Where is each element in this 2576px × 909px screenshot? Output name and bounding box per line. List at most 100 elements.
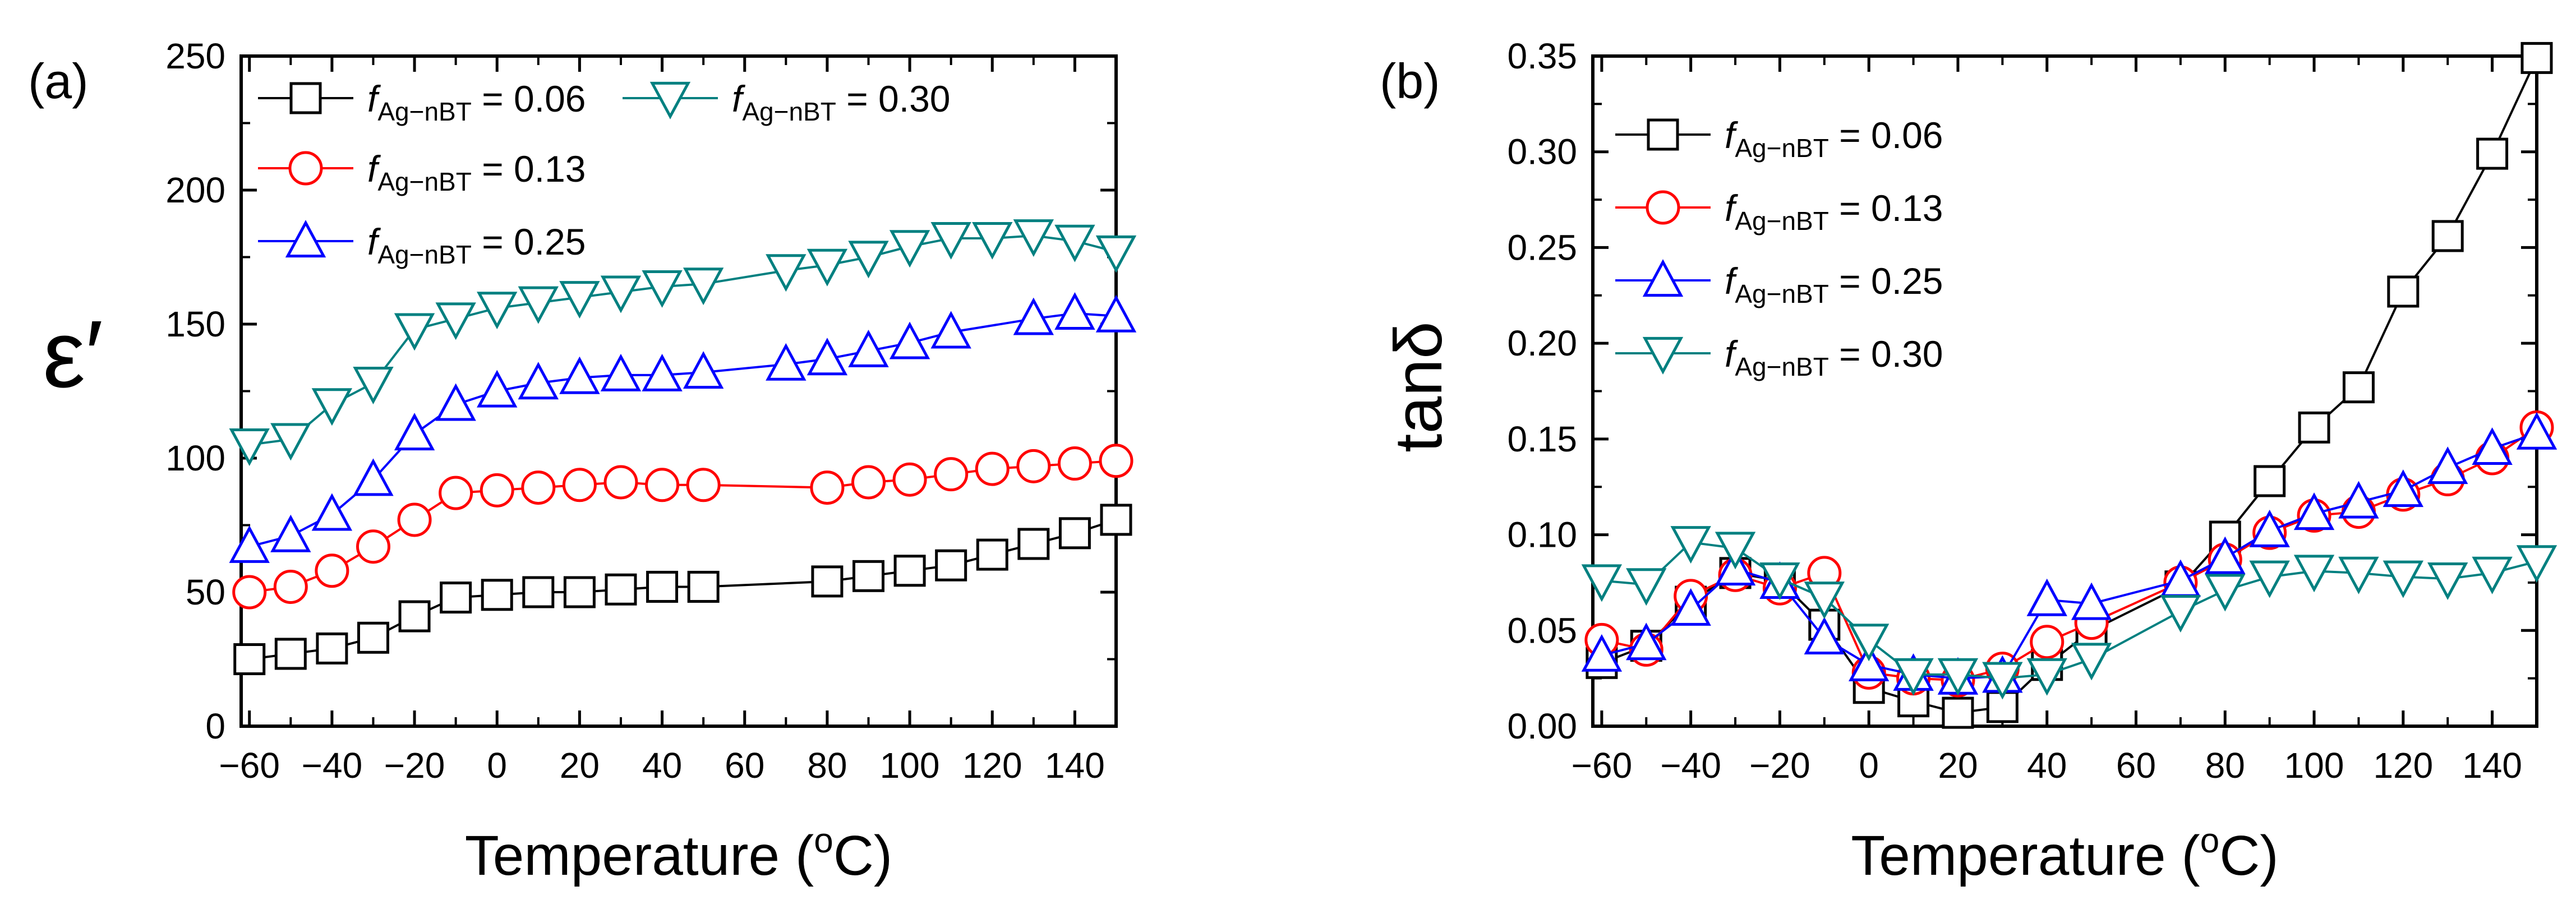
data-point xyxy=(1058,517,1091,550)
data-point xyxy=(646,570,679,603)
y-tick-label: 200 xyxy=(165,170,225,210)
data-point xyxy=(848,241,889,279)
data-point xyxy=(2338,481,2379,519)
y-tick-label: 100 xyxy=(165,438,225,478)
data-point xyxy=(273,569,308,604)
data-point xyxy=(810,470,845,505)
series-0 xyxy=(233,504,1132,675)
legend-entry: fAg−nBT = 0.13 xyxy=(258,148,586,196)
panel-label: (b) xyxy=(1380,53,1440,109)
data-point xyxy=(1893,658,1934,696)
data-point xyxy=(1937,658,1979,696)
data-point xyxy=(2026,578,2067,616)
y-tick-label: 0.25 xyxy=(1507,227,1577,267)
legend-marker xyxy=(289,82,322,114)
data-point xyxy=(605,573,637,606)
legend-entry: fAg−nBT = 0.30 xyxy=(1615,333,1943,381)
data-point xyxy=(559,356,600,394)
data-point xyxy=(233,643,266,675)
data-point xyxy=(892,462,927,497)
y-axis-label: tanδ xyxy=(1381,321,1456,453)
data-point xyxy=(229,525,270,563)
x-axis-label: Temperature (oC) xyxy=(1851,822,2278,887)
data-point xyxy=(2383,469,2424,507)
data-point xyxy=(2387,275,2420,308)
x-tick-label: 40 xyxy=(2027,745,2067,786)
data-point xyxy=(935,549,967,582)
data-point xyxy=(1013,297,1054,335)
data-point xyxy=(2516,412,2557,450)
data-point xyxy=(893,555,926,587)
data-point xyxy=(440,582,472,614)
data-point xyxy=(766,343,807,381)
data-point xyxy=(1849,624,1890,662)
data-point xyxy=(1581,634,1623,672)
data-point xyxy=(562,468,597,502)
data-point xyxy=(274,638,307,670)
data-point xyxy=(229,428,270,466)
data-point xyxy=(311,493,353,531)
data-point xyxy=(2205,536,2246,574)
legend-label: fAg−nBT = 0.06 xyxy=(367,78,586,126)
x-tick-label: 80 xyxy=(807,745,847,786)
x-tick-label: −20 xyxy=(384,745,445,786)
data-point xyxy=(2427,562,2468,600)
data-point xyxy=(394,313,435,351)
y-tick-label: 0.10 xyxy=(1507,515,1577,555)
data-point xyxy=(563,576,596,608)
data-point xyxy=(683,351,724,389)
x-tick-label: 140 xyxy=(1045,745,1105,786)
y-tick-label: 50 xyxy=(186,572,225,612)
x-tick-label: 0 xyxy=(1859,745,1879,786)
data-point xyxy=(435,302,476,340)
data-point xyxy=(2516,545,2557,583)
data-point xyxy=(2026,658,2067,696)
legend-entry: fAg−nBT = 0.25 xyxy=(258,220,586,269)
data-point xyxy=(522,576,555,608)
data-point xyxy=(1982,662,2023,700)
x-tick-label: 60 xyxy=(725,745,764,786)
data-point xyxy=(2030,625,2065,659)
data-point xyxy=(518,286,559,324)
data-point xyxy=(1016,449,1051,483)
x-axis-label: Temperature (oC) xyxy=(465,822,892,887)
data-point xyxy=(2249,560,2290,598)
data-point xyxy=(603,465,638,500)
x-tick-label: −60 xyxy=(1572,745,1633,786)
data-point xyxy=(2342,371,2375,404)
legend-label: fAg−nBT = 0.06 xyxy=(1725,114,1943,163)
x-tick-label: −40 xyxy=(1660,745,1721,786)
data-point xyxy=(232,575,267,610)
data-point xyxy=(2293,555,2335,593)
data-point xyxy=(2431,220,2464,252)
data-point xyxy=(2338,556,2379,594)
data-point xyxy=(807,338,848,376)
y-tick-label: 0.20 xyxy=(1507,323,1577,363)
data-point xyxy=(811,565,844,598)
panel-label: (a) xyxy=(28,53,89,109)
y-axis-label: ε′ xyxy=(43,301,103,408)
data-point xyxy=(766,254,807,292)
data-point xyxy=(480,473,514,507)
data-point xyxy=(687,570,720,603)
data-point xyxy=(642,270,683,308)
data-point xyxy=(600,353,642,391)
data-point xyxy=(353,458,394,496)
data-point xyxy=(2205,574,2246,612)
x-tick-label: −40 xyxy=(302,745,363,786)
x-tick-label: −60 xyxy=(219,745,280,786)
y-tick-label: 0 xyxy=(205,706,225,746)
series-1 xyxy=(232,444,1133,610)
data-point xyxy=(930,311,971,349)
x-tick-label: 0 xyxy=(487,745,507,786)
series-2 xyxy=(229,292,1137,563)
y-tick-label: 250 xyxy=(165,36,225,76)
data-point xyxy=(2254,465,2286,497)
data-point xyxy=(315,553,349,588)
data-point xyxy=(1670,526,1711,564)
legend-marker xyxy=(1642,259,1684,297)
legend-marker xyxy=(1642,336,1684,375)
x-tick-label: 100 xyxy=(880,745,940,786)
y-tick-label: 0.30 xyxy=(1507,132,1577,172)
data-point xyxy=(645,468,680,502)
